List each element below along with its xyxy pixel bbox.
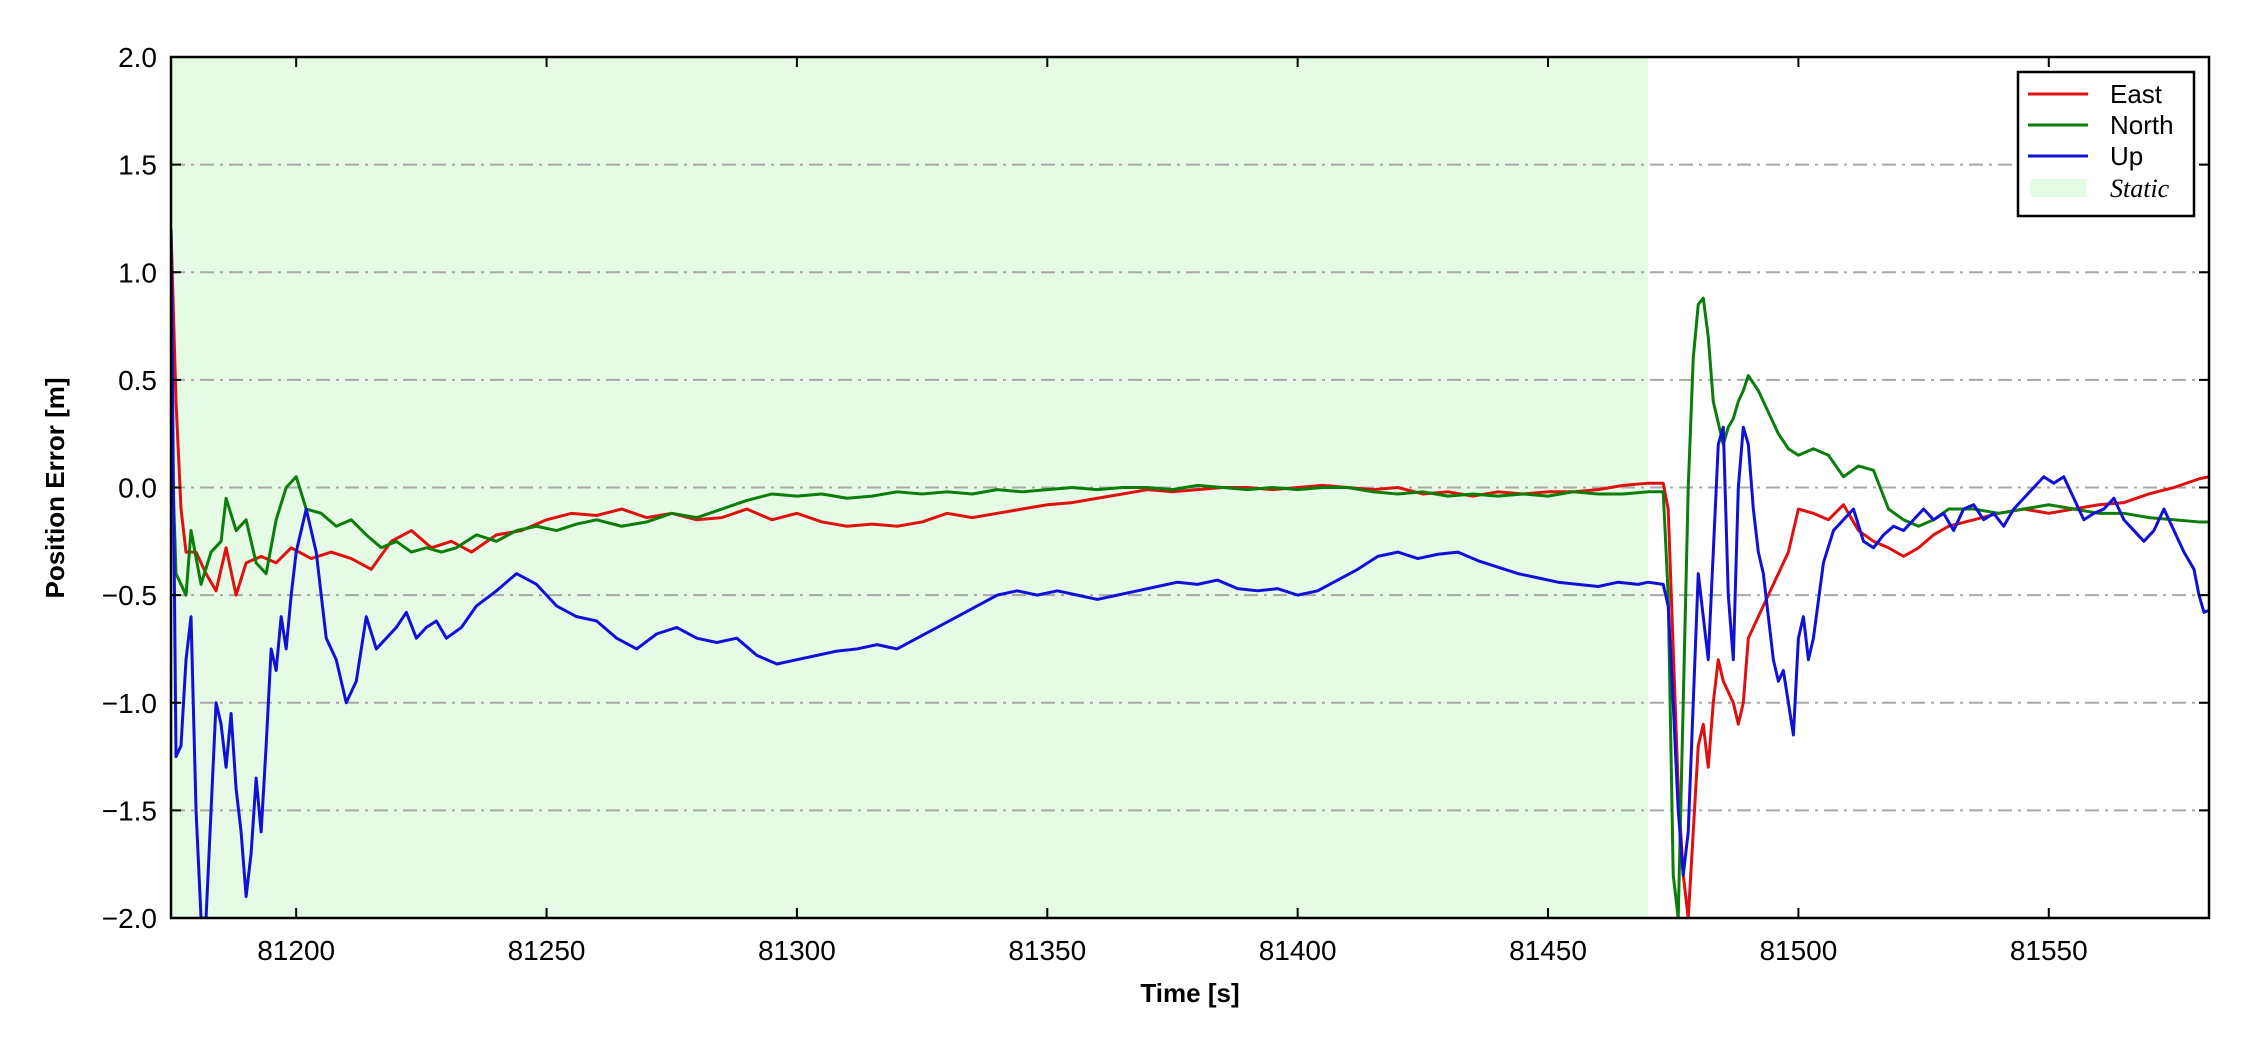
series-line-north [171,296,2209,918]
y-axis-title: Position Error [m] [40,377,70,598]
y-tick-label: −1.0 [102,688,157,719]
x-tick-label: 81350 [1008,935,1086,966]
x-axis-title: Time [s] [1140,978,1239,1008]
x-tick-label: 81400 [1259,935,1337,966]
legend-label-up: Up [2110,141,2143,171]
y-tick-label: −0.5 [102,580,157,611]
y-tick-label: −1.5 [102,795,157,826]
x-tick-label: 81200 [257,935,335,966]
y-tick-label: 2.0 [118,42,157,73]
legend-swatch-static [2030,179,2086,197]
legend-label-east: East [2110,79,2163,109]
series-line-up [171,229,2209,918]
x-tick-label: 81300 [758,935,836,966]
legend-label-static: Static [2110,174,2170,203]
y-tick-label: 0.5 [118,365,157,396]
y-tick-label: −2.0 [102,903,157,934]
legend-label-north: North [2110,110,2174,140]
y-tick-label: 1.5 [118,150,157,181]
x-tick-label: 81250 [508,935,586,966]
x-tick-label: 81500 [1759,935,1837,966]
x-tick-label: 81550 [2010,935,2088,966]
x-tick-label: 81450 [1509,935,1587,966]
legend: East North Up Static [2016,70,2196,218]
y-tick-label: 1.0 [118,257,157,288]
y-tick-label: 0.0 [118,473,157,504]
